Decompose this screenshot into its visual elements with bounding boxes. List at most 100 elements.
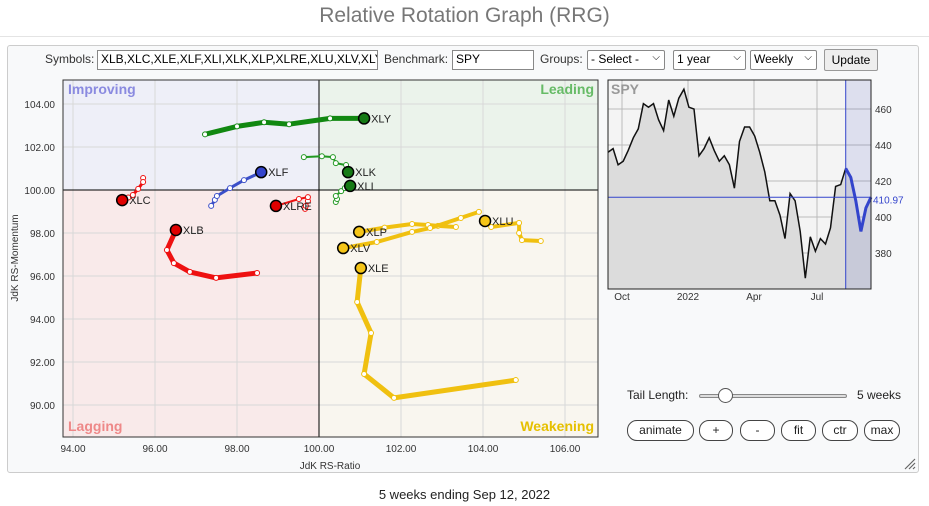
x-tick-label: 98.00 (224, 444, 249, 455)
symbol-label: XLU (492, 216, 513, 228)
y-tick-label: 92.00 (30, 358, 55, 369)
tail-point (537, 237, 544, 244)
tail-point (208, 202, 215, 209)
tail-point (338, 188, 345, 195)
x-tick-label: 96.00 (142, 444, 167, 455)
tail-point (129, 191, 136, 198)
tail-point (457, 214, 464, 221)
series-xle: XLE (354, 261, 519, 401)
plot-border (62, 79, 599, 438)
tail-point (409, 228, 416, 235)
tail-point (354, 299, 361, 306)
y-tick-label: 96.00 (30, 272, 55, 283)
symbol-label: XLY (371, 113, 392, 125)
quadrant-label-lagging: Lagging (68, 418, 122, 434)
update-button[interactable]: Update (824, 49, 878, 71)
tail-point (427, 225, 434, 232)
head-point-xli (343, 179, 357, 193)
tail-point (409, 220, 416, 227)
tail-line-xly (202, 115, 367, 137)
y-tick-label: 94.00 (30, 315, 55, 326)
head-point-xlb (169, 223, 183, 237)
tail-point (327, 115, 334, 122)
quadrant-leading (319, 80, 598, 190)
tail-length-value: 5 weeks (857, 388, 902, 402)
series-xli: XLI (332, 179, 374, 206)
series-xlu: XLU (478, 214, 544, 244)
zoom-in-button[interactable]: + (699, 420, 733, 441)
tail-point (488, 223, 495, 230)
y-tick-label: 102.00 (24, 143, 55, 154)
tail-point (516, 230, 523, 236)
tail-line-xle (354, 265, 519, 401)
tail-length-slider-handle[interactable] (718, 388, 734, 403)
tail-length-slider[interactable] (699, 388, 847, 403)
symbol-label: XLK (355, 167, 376, 179)
groups-select[interactable]: - Select - ⌵ (587, 50, 665, 70)
quadrant-lagging (63, 190, 319, 437)
series-xlk: XLK (300, 153, 377, 179)
tail-point (170, 260, 177, 267)
head-point-xle (354, 261, 368, 275)
tail-point (332, 160, 339, 167)
benchmark-input[interactable]: SPY (452, 50, 534, 70)
tail-point (234, 123, 240, 130)
symbols-input[interactable]: XLB,XLC,XLE,XLF,XLI,XLK,XLP,XLRE,XLU,XLV… (97, 50, 378, 70)
tail-point (518, 237, 525, 244)
chevron-down-icon: ⌵ (804, 52, 812, 63)
benchmark-label: Benchmark: (384, 52, 449, 66)
tail-point (186, 268, 193, 275)
quadrant-label-weakening: Weakening (520, 418, 594, 434)
x-tick-label: 104.00 (468, 444, 499, 455)
tail-point (135, 185, 142, 192)
head-point-xlp (352, 225, 366, 239)
tail-point (332, 193, 339, 200)
head-point-xlk (341, 165, 355, 179)
animate-button[interactable]: animate (627, 420, 694, 441)
chevron-down-icon: ⌵ (652, 52, 660, 63)
center-button[interactable]: ctr (822, 420, 858, 441)
head-point-xlv (336, 241, 350, 255)
tail-point (475, 208, 482, 215)
head-point-xly (357, 112, 371, 125)
resize-grip-icon[interactable] (902, 456, 916, 470)
series-xlb: XLB (163, 223, 261, 281)
series-xlre: XLRE (269, 194, 312, 213)
period-select-value: 1 year (677, 52, 711, 66)
page-title: Relative Rotation Graph (RRG) (319, 4, 610, 27)
tail-point (452, 223, 459, 230)
tail-point (227, 185, 234, 192)
tail-point (300, 154, 307, 161)
tail-point (516, 219, 523, 226)
head-point-xlc (115, 193, 129, 207)
symbol-label: XLF (268, 167, 288, 179)
x-tick-label: 100.00 (304, 444, 335, 455)
x-axis-label: JdK RS-Ratio (300, 461, 361, 472)
symbol-label: XLB (183, 225, 204, 237)
series-xlf: XLF (208, 165, 289, 209)
frequency-select[interactable]: Weekly ⌵ (750, 50, 817, 70)
max-button[interactable]: max (864, 420, 900, 441)
tail-point (240, 177, 247, 184)
quadrant-improving (63, 80, 319, 190)
period-select[interactable]: 1 year ⌵ (673, 50, 746, 70)
head-point-xlf (254, 165, 268, 179)
symbol-label: XLP (366, 227, 387, 239)
fit-button[interactable]: fit (781, 420, 816, 441)
y-axis-label: JdK RS-Momentum (10, 214, 21, 301)
head-point-xlre (269, 199, 283, 213)
tail-point (140, 179, 147, 186)
symbol-label: XLV (350, 243, 371, 255)
symbol-label: XLRE (283, 201, 312, 213)
groups-select-value: - Select - (591, 52, 640, 66)
y-tick-label: 104.00 (24, 100, 55, 111)
zoom-out-button[interactable]: - (740, 420, 775, 441)
tail-line-xlb (164, 227, 260, 281)
y-tick-label: 100.00 (24, 186, 55, 197)
tail-point (391, 394, 398, 401)
x-tick-label: 102.00 (386, 444, 417, 455)
y-tick-label: 98.00 (30, 229, 55, 240)
title-divider (0, 36, 929, 37)
tail-point (302, 202, 309, 209)
